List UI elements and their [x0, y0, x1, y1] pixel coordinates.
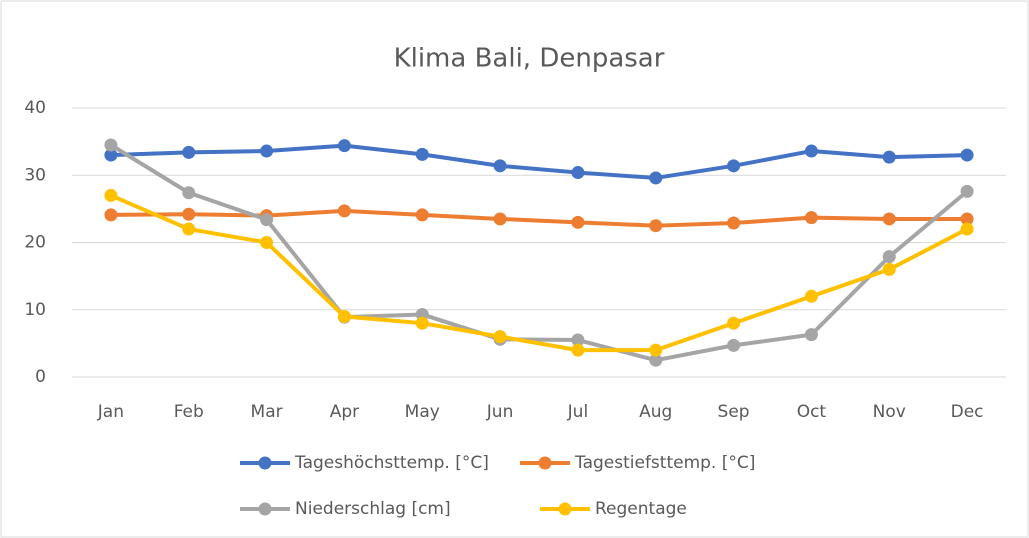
- y-tick-label: 0: [35, 367, 46, 387]
- series-marker: [260, 213, 274, 227]
- legend-label: Niederschlag [cm]: [295, 499, 451, 519]
- x-tick-label: Apr: [330, 402, 359, 422]
- series-marker: [882, 150, 896, 164]
- series-marker: [104, 208, 118, 222]
- y-tick-label: 10: [24, 300, 46, 320]
- series-marker: [804, 211, 818, 225]
- x-tick-label: Oct: [797, 402, 827, 422]
- series-marker: [337, 204, 351, 218]
- series-marker: [337, 309, 351, 323]
- series-marker: [882, 212, 896, 226]
- x-tick-label: Aug: [639, 402, 672, 422]
- series-marker: [571, 343, 585, 357]
- series-marker: [415, 208, 429, 222]
- series-marker: [804, 328, 818, 342]
- series-marker: [882, 250, 896, 264]
- series-marker: [571, 333, 585, 347]
- series-marker: [104, 148, 118, 162]
- series-marker: [960, 184, 974, 198]
- series-marker: [649, 171, 663, 185]
- x-tick-label: Dec: [951, 402, 984, 422]
- x-tick-label: Sep: [718, 402, 750, 422]
- x-tick-label: Mar: [251, 402, 283, 422]
- series-marker: [182, 207, 196, 221]
- legend-label: Tagestiefsttemp. [°C]: [574, 453, 755, 473]
- series-marker: [804, 289, 818, 303]
- series-marker: [649, 353, 663, 367]
- legend-marker: [258, 502, 272, 516]
- x-tick-label: Jul: [567, 402, 589, 422]
- legend-label: Regentage: [595, 499, 687, 519]
- series-marker: [649, 219, 663, 233]
- legend-label: Tageshöchsttemp. [°C]: [294, 453, 489, 473]
- series-marker: [727, 338, 741, 352]
- x-tick-label: Feb: [174, 402, 204, 422]
- series-marker: [649, 343, 663, 357]
- series-marker: [960, 212, 974, 226]
- series-marker: [260, 236, 274, 249]
- series-line: [110, 143, 968, 180]
- y-tick-label: 20: [24, 233, 46, 253]
- series-marker: [104, 188, 118, 202]
- series-marker: [493, 159, 507, 173]
- series-marker: [571, 166, 585, 180]
- series-marker: [804, 144, 818, 158]
- series-marker: [960, 222, 974, 236]
- legend-marker: [258, 456, 272, 470]
- y-tick-label: 40: [24, 98, 46, 118]
- x-tick-label: Jan: [97, 402, 124, 422]
- series-marker: [493, 212, 507, 226]
- series-marker: [960, 148, 974, 162]
- series-marker: [727, 316, 741, 330]
- series-marker: [571, 215, 585, 229]
- x-tick-label: Nov: [873, 402, 906, 422]
- series-marker: [493, 330, 507, 344]
- chart-title: Klima Bali, Denpasar: [394, 44, 665, 74]
- legend-marker: [558, 502, 572, 516]
- x-tick-label: Jun: [486, 402, 514, 422]
- legend-marker: [538, 456, 552, 470]
- series-line: [110, 193, 969, 353]
- series-marker: [337, 139, 351, 153]
- x-tick-label: May: [405, 402, 440, 422]
- series-marker: [415, 147, 429, 161]
- series-marker: [260, 144, 274, 158]
- series-marker: [104, 138, 118, 152]
- series-marker: [415, 316, 429, 330]
- series-marker: [727, 216, 741, 230]
- series-marker: [182, 186, 196, 200]
- series-marker: [727, 159, 741, 173]
- series-marker: [182, 145, 196, 159]
- series-line: [109, 143, 969, 363]
- series-marker: [182, 222, 196, 236]
- series-marker: [882, 262, 896, 276]
- y-tick-label: 30: [24, 165, 46, 185]
